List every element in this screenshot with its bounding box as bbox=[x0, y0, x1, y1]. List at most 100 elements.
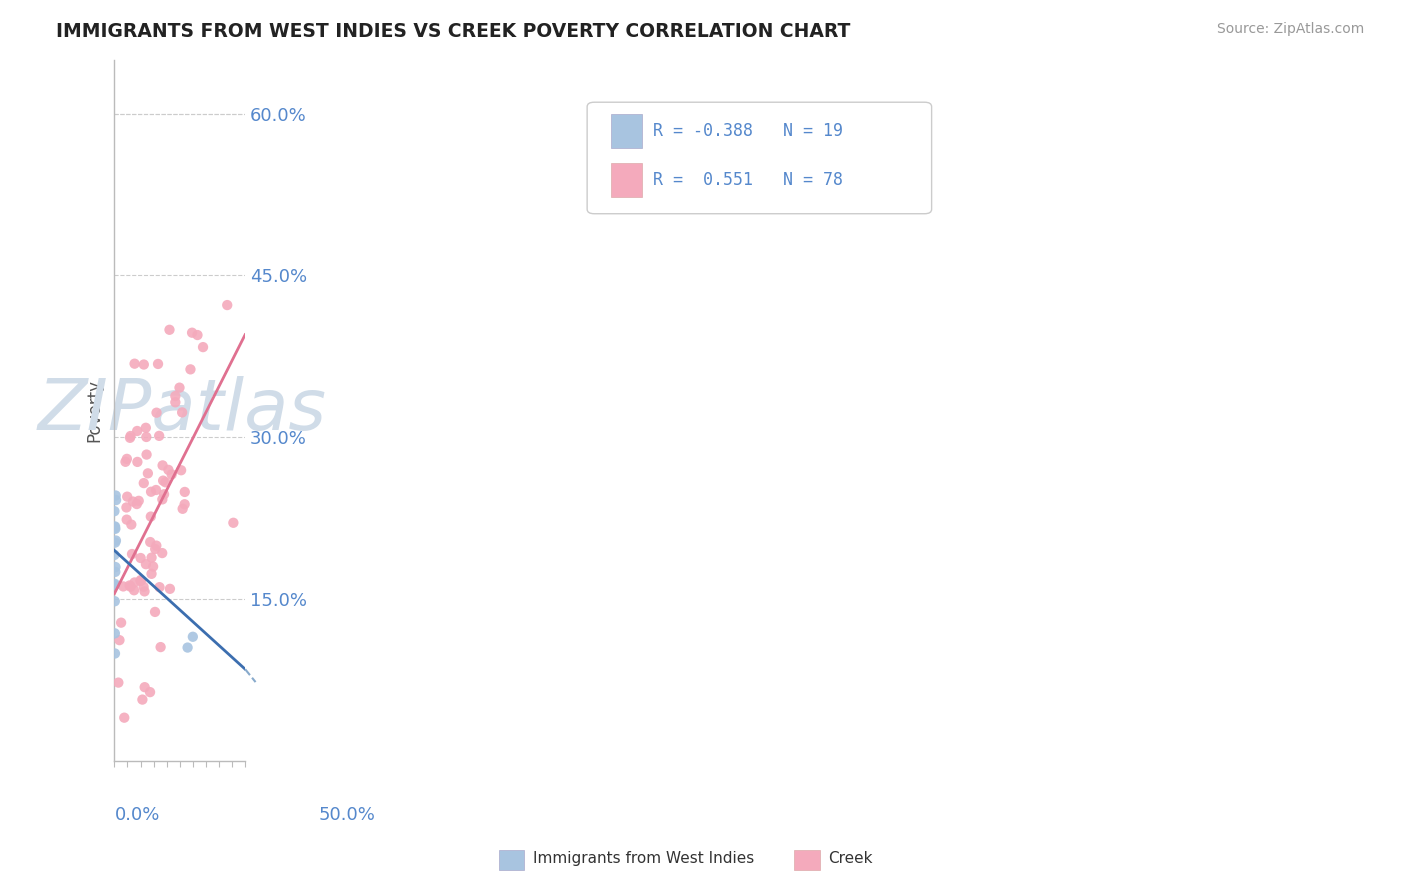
Point bbox=[104, 519, 127, 533]
Point bbox=[103, 504, 125, 518]
Point bbox=[103, 548, 125, 562]
Point bbox=[135, 558, 157, 572]
Point bbox=[165, 389, 187, 403]
Text: 50.0%: 50.0% bbox=[319, 806, 375, 824]
Point bbox=[104, 535, 127, 549]
Point bbox=[132, 580, 155, 594]
Point bbox=[159, 323, 181, 337]
Point bbox=[103, 520, 125, 534]
Point bbox=[186, 328, 208, 343]
Point bbox=[115, 451, 138, 466]
Point bbox=[131, 692, 153, 706]
Point bbox=[172, 405, 194, 419]
Point bbox=[129, 574, 152, 588]
Point bbox=[139, 535, 162, 549]
Point bbox=[155, 475, 177, 490]
Point bbox=[104, 578, 127, 592]
Point bbox=[152, 458, 174, 473]
Point bbox=[132, 476, 155, 491]
Text: ZIPatlas: ZIPatlas bbox=[38, 376, 326, 445]
Point bbox=[159, 582, 181, 596]
Point bbox=[104, 647, 127, 661]
Point bbox=[104, 560, 127, 574]
Point bbox=[145, 406, 167, 420]
Point bbox=[157, 463, 180, 477]
Point bbox=[128, 493, 150, 508]
Point bbox=[114, 455, 136, 469]
Point bbox=[181, 326, 204, 340]
Text: Immigrants from West Indies: Immigrants from West Indies bbox=[533, 851, 754, 865]
Point bbox=[120, 429, 142, 443]
Text: R =  0.551   N = 78: R = 0.551 N = 78 bbox=[654, 171, 844, 189]
Point bbox=[129, 551, 152, 566]
Point bbox=[110, 615, 132, 630]
Point bbox=[134, 680, 156, 694]
Point bbox=[217, 298, 239, 312]
Text: R = -0.388   N = 19: R = -0.388 N = 19 bbox=[654, 122, 844, 140]
Point bbox=[104, 533, 127, 548]
Point bbox=[115, 513, 138, 527]
Point bbox=[135, 430, 157, 444]
Point bbox=[136, 467, 159, 481]
Point bbox=[134, 584, 156, 599]
Text: IMMIGRANTS FROM WEST INDIES VS CREEK POVERTY CORRELATION CHART: IMMIGRANTS FROM WEST INDIES VS CREEK POV… bbox=[56, 22, 851, 41]
Point bbox=[139, 484, 162, 499]
Point bbox=[122, 583, 145, 598]
Point bbox=[142, 559, 165, 574]
Point bbox=[173, 484, 195, 499]
Point bbox=[148, 429, 170, 443]
Point bbox=[176, 640, 198, 655]
Point bbox=[112, 711, 135, 725]
Point bbox=[165, 395, 187, 409]
Point bbox=[170, 463, 193, 477]
Point bbox=[104, 521, 127, 535]
Point bbox=[139, 509, 162, 524]
Point bbox=[120, 517, 142, 532]
Point bbox=[115, 490, 138, 504]
Point bbox=[127, 455, 149, 469]
Point bbox=[104, 489, 127, 503]
Point bbox=[150, 492, 173, 507]
Point bbox=[160, 467, 183, 482]
Point bbox=[118, 578, 141, 592]
Point bbox=[146, 357, 169, 371]
Point bbox=[104, 577, 127, 591]
Point bbox=[105, 493, 128, 508]
Point bbox=[104, 626, 127, 640]
Point bbox=[191, 340, 214, 354]
Point bbox=[143, 541, 166, 556]
Point bbox=[121, 494, 143, 508]
Point bbox=[149, 640, 172, 654]
Point bbox=[135, 448, 157, 462]
Point bbox=[108, 633, 131, 648]
Point bbox=[181, 630, 204, 644]
Point bbox=[150, 546, 173, 560]
Point bbox=[141, 566, 163, 581]
Text: 0.0%: 0.0% bbox=[114, 806, 160, 824]
Point bbox=[115, 500, 138, 515]
Point bbox=[107, 675, 129, 690]
Point bbox=[120, 580, 142, 594]
Point bbox=[153, 487, 176, 501]
Point bbox=[127, 424, 149, 438]
Point bbox=[104, 594, 127, 608]
Text: Source: ZipAtlas.com: Source: ZipAtlas.com bbox=[1216, 22, 1364, 37]
Point bbox=[148, 580, 170, 594]
Point bbox=[112, 579, 135, 593]
Point bbox=[124, 357, 146, 371]
Point bbox=[132, 358, 155, 372]
Point bbox=[169, 381, 191, 395]
Point bbox=[118, 431, 141, 445]
Point bbox=[173, 497, 195, 511]
Point bbox=[141, 550, 163, 565]
Point bbox=[129, 573, 152, 587]
Point bbox=[139, 685, 162, 699]
Point bbox=[145, 539, 167, 553]
Point bbox=[172, 501, 194, 516]
Point bbox=[222, 516, 245, 530]
Point bbox=[104, 522, 127, 536]
Text: Creek: Creek bbox=[828, 851, 873, 865]
Point bbox=[124, 575, 146, 590]
Point bbox=[152, 474, 174, 488]
Point bbox=[121, 547, 143, 561]
